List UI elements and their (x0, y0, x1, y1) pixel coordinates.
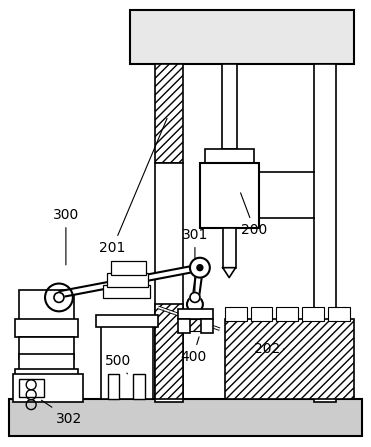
Text: 302: 302 (42, 400, 82, 426)
Bar (96, 315, 158, 327)
Text: 202: 202 (254, 342, 284, 356)
Bar (178, 309, 213, 319)
Bar (15, 319, 78, 337)
Bar (108, 374, 119, 399)
Bar (178, 319, 190, 333)
Bar (134, 374, 145, 399)
Bar (19, 290, 74, 324)
Bar (222, 64, 237, 148)
Bar (183, 319, 208, 331)
Text: 500: 500 (105, 354, 132, 374)
Bar (314, 64, 336, 402)
Bar (131, 10, 354, 64)
Bar (155, 64, 183, 164)
Bar (201, 319, 213, 333)
Bar (15, 369, 78, 383)
Bar (19, 379, 44, 396)
Circle shape (54, 292, 64, 303)
Bar (155, 304, 183, 399)
Circle shape (190, 258, 210, 278)
Bar (103, 285, 150, 299)
Bar (223, 228, 236, 268)
Bar (101, 324, 153, 399)
Polygon shape (223, 268, 236, 278)
Bar (9, 399, 362, 436)
Bar (200, 164, 259, 228)
Bar (302, 308, 324, 321)
Bar (225, 319, 354, 399)
Bar (250, 308, 272, 321)
Circle shape (197, 265, 203, 270)
Text: 301: 301 (182, 228, 208, 304)
Bar (328, 308, 350, 321)
Bar (276, 308, 298, 321)
Circle shape (187, 296, 203, 312)
Text: 200: 200 (240, 193, 267, 237)
Bar (15, 379, 78, 396)
Bar (13, 374, 83, 402)
Bar (106, 273, 148, 287)
Text: 201: 201 (99, 118, 167, 255)
Bar (155, 164, 183, 402)
Bar (225, 308, 247, 321)
Text: 400: 400 (180, 337, 206, 364)
Text: 300: 300 (53, 208, 79, 265)
Bar (111, 261, 146, 274)
Bar (19, 337, 74, 359)
Bar (19, 354, 74, 374)
Circle shape (190, 292, 200, 303)
Bar (205, 148, 255, 164)
